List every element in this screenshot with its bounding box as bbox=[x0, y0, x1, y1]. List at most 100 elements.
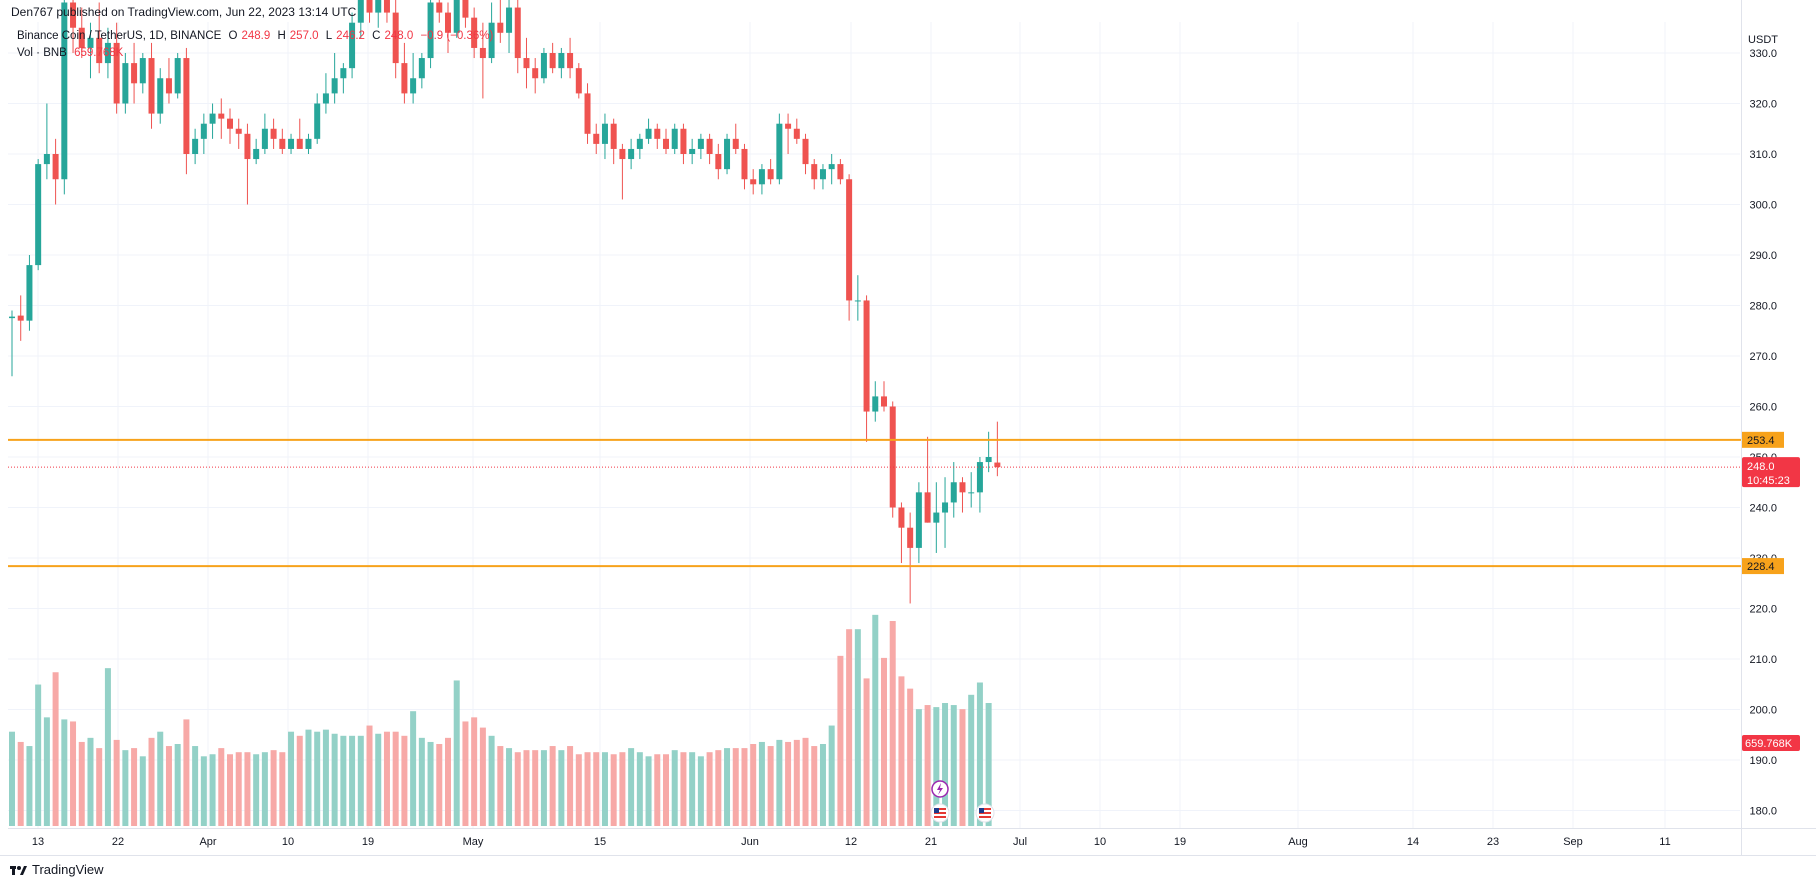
volume-bar bbox=[17, 741, 24, 826]
candle-down bbox=[732, 138, 739, 149]
y-tick-label: 190.0 bbox=[1749, 755, 1777, 767]
candle-up bbox=[209, 113, 216, 124]
volume-bar bbox=[445, 737, 451, 826]
volume-bar bbox=[87, 737, 94, 826]
price-level-label: 253.4 bbox=[1747, 435, 1775, 447]
volume-bar bbox=[288, 731, 295, 826]
candle-down bbox=[497, 22, 504, 33]
candle-down bbox=[279, 138, 286, 149]
volume-bar bbox=[131, 748, 138, 826]
candle-up bbox=[915, 492, 922, 548]
y-tick-label: 270.0 bbox=[1749, 351, 1777, 363]
last-price-label: 248.0 bbox=[1747, 461, 1775, 473]
x-tick-label: Sep bbox=[1563, 836, 1583, 848]
volume-bar bbox=[340, 735, 347, 826]
x-tick-label: 19 bbox=[1174, 836, 1186, 848]
x-tick-label: Jun bbox=[741, 836, 759, 848]
volume-tag bbox=[1742, 735, 1800, 751]
volume-bar bbox=[479, 727, 486, 826]
candle-up bbox=[261, 128, 268, 149]
candle-down bbox=[663, 138, 669, 149]
x-tick-label: 12 bbox=[845, 836, 857, 848]
candle-up bbox=[87, 37, 94, 48]
candle-down bbox=[131, 63, 138, 84]
y-tick-label: 320.0 bbox=[1749, 99, 1777, 111]
volume-label: Vol · BNB bbox=[17, 47, 67, 59]
candle-down bbox=[70, 2, 77, 28]
candle-up bbox=[157, 78, 164, 114]
candle-down bbox=[907, 527, 914, 548]
candle-down bbox=[270, 128, 277, 139]
candle-down bbox=[78, 27, 85, 48]
volume-bar bbox=[793, 739, 800, 826]
volume-bar bbox=[567, 746, 574, 826]
x-tick-label: Apr bbox=[199, 836, 216, 848]
volume-bar bbox=[854, 629, 861, 826]
publish-header: Den767 published on TradingView.com, Jun… bbox=[11, 5, 357, 19]
candle-up bbox=[322, 93, 329, 104]
x-tick-label: 21 bbox=[925, 836, 937, 848]
volume-bar bbox=[767, 746, 774, 826]
symbol-name: Binance Coin / TetherUS, 1D, BINANCE bbox=[17, 30, 222, 42]
candle-up bbox=[689, 148, 696, 154]
volume-bar bbox=[497, 746, 504, 826]
candle-up bbox=[174, 58, 181, 94]
x-tick-label: 22 bbox=[112, 836, 124, 848]
volume-bar bbox=[174, 744, 181, 826]
volume-bar bbox=[575, 754, 582, 826]
volume-bar bbox=[366, 725, 373, 826]
candle-up bbox=[976, 462, 983, 493]
candle-down bbox=[462, 0, 469, 18]
candle-up bbox=[558, 53, 565, 69]
volume-bar bbox=[907, 688, 914, 826]
y-tick-label: 330.0 bbox=[1749, 48, 1777, 60]
candle-up bbox=[645, 128, 652, 139]
tradingview-footer[interactable]: TradingView bbox=[10, 862, 104, 877]
candle-down bbox=[235, 128, 242, 134]
x-tick-label: 19 bbox=[362, 836, 374, 848]
volume-bar bbox=[157, 731, 164, 826]
lightning-event-icon bbox=[931, 780, 949, 798]
change-value: −0.9 (−0.36%) bbox=[420, 30, 494, 42]
volume-bar bbox=[436, 744, 443, 826]
volume-bar bbox=[645, 756, 652, 826]
candle-down bbox=[846, 179, 853, 301]
price-level-tag bbox=[1742, 431, 1784, 448]
volume-bar bbox=[985, 703, 992, 826]
candle-up bbox=[506, 7, 513, 33]
candle-down bbox=[366, 0, 373, 13]
candle-up bbox=[488, 22, 495, 59]
candle-down bbox=[924, 492, 931, 523]
open-value: 248.9 bbox=[241, 30, 271, 42]
high-label: H bbox=[277, 30, 286, 42]
candle-up bbox=[253, 148, 260, 160]
volume-bar bbox=[349, 735, 356, 826]
volume-bar bbox=[950, 705, 957, 826]
volume-bar bbox=[514, 752, 521, 826]
candle-up bbox=[628, 148, 635, 160]
symbol-legend: Binance Coin / TetherUS, 1D, BINANCE O 24… bbox=[17, 30, 497, 42]
candle-up bbox=[375, 0, 382, 13]
volume-bar bbox=[776, 739, 783, 826]
close-value: 248.0 bbox=[384, 30, 414, 42]
volume-bar bbox=[837, 655, 844, 826]
volume-bar bbox=[828, 725, 835, 826]
candle-down bbox=[741, 148, 748, 180]
volume-bar bbox=[628, 748, 635, 826]
x-tick-label: Aug bbox=[1288, 836, 1308, 848]
candle-up bbox=[122, 63, 129, 104]
candle-down bbox=[296, 138, 303, 149]
volume-bar bbox=[78, 741, 85, 826]
candle-down bbox=[471, 17, 478, 48]
candle-up bbox=[35, 164, 42, 266]
candle-up bbox=[985, 457, 992, 463]
low-value: 246.2 bbox=[336, 30, 365, 42]
volume-bar bbox=[471, 717, 478, 826]
volume-legend: Vol · BNB 659.768K bbox=[17, 47, 127, 59]
flag-canton bbox=[979, 808, 984, 813]
volume-bar bbox=[279, 752, 286, 826]
volume-bar bbox=[43, 717, 50, 826]
volume-bar bbox=[593, 752, 600, 826]
